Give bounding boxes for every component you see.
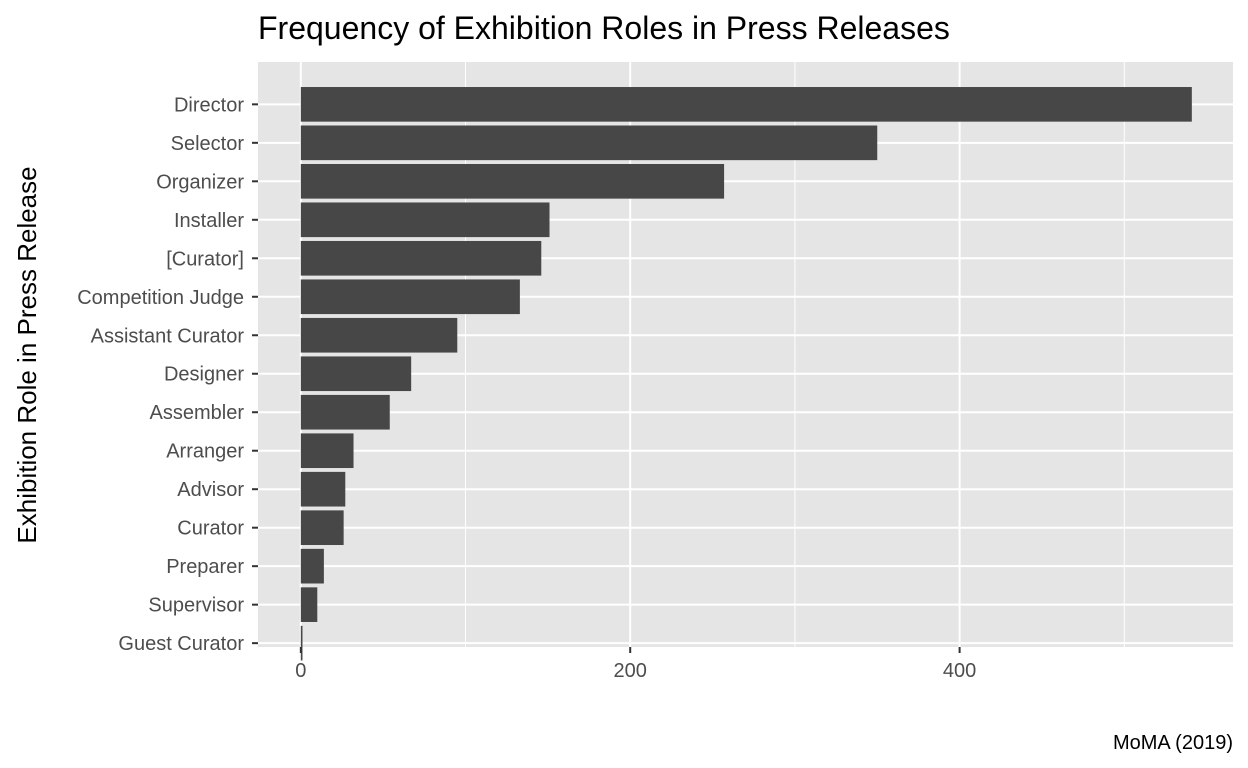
bar-supervisor bbox=[300, 587, 318, 622]
y-tick-label: Curator bbox=[177, 518, 244, 540]
y-tick-label: Selector bbox=[171, 133, 245, 155]
chart-caption: MoMA (2019) bbox=[1113, 732, 1233, 754]
bar-assistant-curator bbox=[300, 317, 458, 353]
y-tick-label: Assembler bbox=[150, 402, 245, 424]
bar-guest-curator bbox=[300, 625, 303, 661]
bar-designer bbox=[300, 356, 412, 392]
y-tick-label: Competition Judge bbox=[77, 287, 244, 309]
x-axis: 0 200 400 bbox=[295, 647, 976, 682]
y-tick-label: Designer bbox=[164, 364, 244, 386]
y-tick-label: Guest Curator bbox=[118, 633, 244, 655]
bar-arranger bbox=[300, 433, 354, 469]
bar-curator bbox=[300, 510, 344, 546]
y-tick-label: Arranger bbox=[166, 441, 244, 463]
chart-title: Frequency of Exhibition Roles in Press R… bbox=[258, 10, 950, 46]
bar-preparer bbox=[300, 548, 324, 584]
bar-competition-judge bbox=[300, 279, 520, 315]
bars bbox=[300, 87, 1192, 661]
bar-advisor bbox=[300, 471, 346, 507]
y-axis-title: Exhibition Role in Press Release bbox=[12, 166, 42, 543]
bar-assembler bbox=[300, 394, 390, 430]
bar-director bbox=[300, 87, 1192, 122]
y-axis: Director Selector Organizer Installer [Curat… bbox=[77, 94, 258, 655]
x-tick-label: 200 bbox=[614, 660, 647, 682]
y-tick-label: Advisor bbox=[177, 479, 244, 501]
y-tick-label: Supervisor bbox=[148, 595, 244, 617]
bar-selector bbox=[300, 125, 878, 161]
y-tick-label: Director bbox=[174, 94, 244, 116]
y-tick-label: Installer bbox=[174, 210, 244, 232]
y-tick-label: Preparer bbox=[166, 556, 244, 578]
y-tick-label: Assistant Curator bbox=[91, 325, 245, 347]
x-tick-label: 400 bbox=[943, 660, 976, 682]
bar-curator bbox=[300, 240, 542, 276]
x-tick-label: 0 bbox=[295, 660, 306, 682]
bar-organizer bbox=[300, 163, 725, 199]
y-tick-label: [Curator] bbox=[166, 248, 244, 270]
y-tick-label: Organizer bbox=[156, 171, 244, 193]
bar-installer bbox=[300, 202, 550, 238]
